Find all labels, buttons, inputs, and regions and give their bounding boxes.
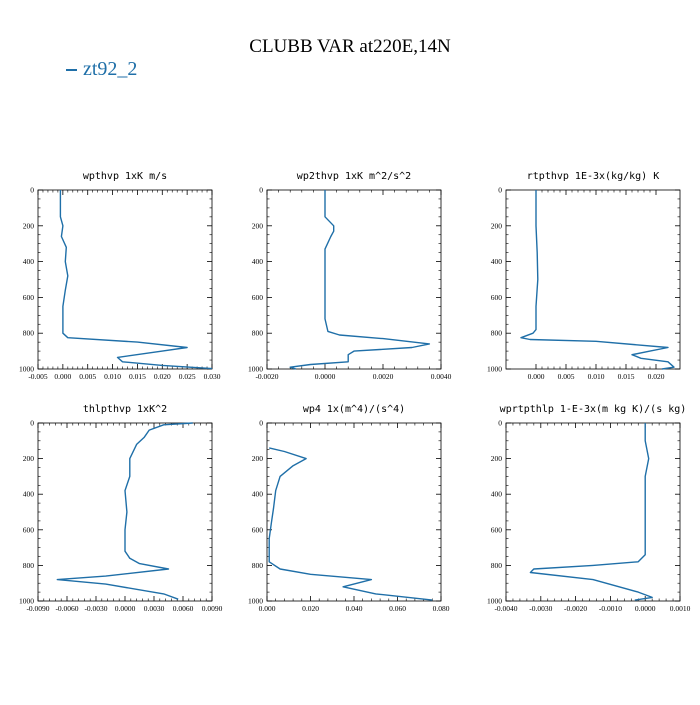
- figure-title: CLUBB VAR at220E,14N: [249, 36, 451, 57]
- plot-frame: [266, 422, 442, 602]
- x-tick-label: -0.005: [28, 372, 48, 381]
- y-tick-label: 400: [23, 257, 35, 266]
- y-tick-label: 1000: [248, 365, 263, 374]
- y-tick-label: 600: [252, 293, 264, 302]
- x-tick-label: 0.000: [54, 372, 71, 381]
- y-tick-label: 200: [23, 221, 35, 230]
- series-line: [529, 423, 653, 601]
- x-tick-label: -0.0030: [84, 604, 107, 613]
- x-tick-label: 0.010: [588, 372, 605, 381]
- legend: zt92_2: [66, 58, 137, 81]
- panel-1: wpthvp 1xK m/s 0 200 400 600 800 1000-0.005 0.0…: [19, 171, 221, 381]
- y-tick-label: 600: [23, 525, 35, 534]
- x-tick-label: 0.0000: [115, 604, 136, 613]
- y-tick-label: 600: [491, 525, 503, 534]
- y-tick-label: 1000: [248, 597, 263, 606]
- plot-frame: [37, 189, 213, 370]
- y-tick-label: 0: [259, 419, 263, 428]
- panel-3: rtpthvp 1E-3x(kg/kg) K 0 200 400 600 800 1000 0…: [487, 171, 681, 381]
- x-tick-label: -0.0010: [599, 604, 622, 613]
- y-tick-label: 800: [252, 561, 264, 570]
- x-tick-label: 0.0040: [431, 372, 452, 381]
- y-tick-label: 400: [252, 257, 264, 266]
- y-tick-label: 800: [252, 329, 264, 338]
- x-tick-label: 0.005: [79, 372, 96, 381]
- y-tick-label: 0: [30, 186, 34, 195]
- y-tick-label: 400: [491, 257, 503, 266]
- x-tick-label: 0.020: [154, 372, 171, 381]
- x-tick-label: 0.000: [528, 372, 545, 381]
- panel-title: thlpthvp 1xK^2: [83, 404, 167, 415]
- y-tick-label: 200: [491, 454, 503, 463]
- y-tick-label: 0: [30, 419, 34, 428]
- y-tick-label: 400: [23, 490, 35, 499]
- x-tick-label: 0.025: [179, 372, 196, 381]
- y-tick-label: 800: [23, 561, 35, 570]
- series-line: [520, 190, 675, 370]
- legend-label: zt92_2: [83, 58, 138, 80]
- y-tick-label: 0: [498, 419, 502, 428]
- panel-2: wp2thvp 1xK m^2/s^2 0 200 400 600 800 1000-0.0…: [248, 171, 452, 381]
- x-tick-label: 0.030: [204, 372, 221, 381]
- y-tick-label: 400: [491, 490, 503, 499]
- x-tick-label: 0.0010: [670, 604, 691, 613]
- x-tick-label: -0.0060: [55, 604, 78, 613]
- series-line: [268, 447, 433, 601]
- x-tick-label: -0.0020: [564, 604, 587, 613]
- y-tick-label: 0: [259, 186, 263, 195]
- y-tick-label: 200: [252, 221, 264, 230]
- x-tick-label: 0.005: [558, 372, 575, 381]
- x-tick-label: 0.080: [433, 604, 450, 613]
- x-tick-label: 0.020: [302, 604, 319, 613]
- y-tick-label: 1000: [19, 365, 34, 374]
- x-tick-label: 0.0090: [202, 604, 223, 613]
- x-tick-label: -0.0090: [26, 604, 49, 613]
- legend-line-swatch: [66, 69, 77, 72]
- y-tick-label: 200: [252, 454, 264, 463]
- series-line: [56, 422, 193, 600]
- y-tick-label: 200: [23, 454, 35, 463]
- x-tick-label: -0.0020: [255, 372, 278, 381]
- panel-title: wp4 1x(m^4)/(s^4): [303, 404, 405, 415]
- x-tick-label: 0.0000: [635, 604, 656, 613]
- y-tick-label: 800: [23, 329, 35, 338]
- x-tick-label: 0.015: [129, 372, 146, 381]
- series-line: [289, 190, 431, 370]
- x-tick-label: 0.0000: [315, 372, 336, 381]
- y-tick-label: 800: [491, 561, 503, 570]
- y-tick-label: 1000: [19, 597, 34, 606]
- plot-frame: [505, 189, 681, 370]
- x-tick-label: 0.040: [346, 604, 363, 613]
- y-tick-label: 600: [491, 293, 503, 302]
- x-tick-label: 0.000: [259, 604, 276, 613]
- panel-title: wprtpthlp 1-E-3x(m kg K)/(s kg): [500, 404, 687, 415]
- x-tick-label: 0.060: [389, 604, 406, 613]
- panel-title: rtpthvp 1E-3x(kg/kg) K: [527, 171, 659, 182]
- x-tick-label: 0.015: [618, 372, 635, 381]
- x-tick-label: -0.0030: [529, 604, 552, 613]
- x-tick-label: 0.0030: [144, 604, 165, 613]
- x-tick-label: 0.020: [648, 372, 665, 381]
- panel-4: thlpthvp 1xK^2 0 200 400 600 800 1000-0.0090 -0…: [19, 404, 223, 613]
- y-tick-label: 1000: [487, 597, 502, 606]
- y-tick-label: 400: [252, 490, 264, 499]
- y-tick-label: 600: [23, 293, 35, 302]
- panel-title: wp2thvp 1xK m^2/s^2: [297, 171, 411, 182]
- x-tick-label: 0.010: [104, 372, 121, 381]
- plot-frame: [505, 422, 681, 602]
- panel-6: wprtpthlp 1-E-3x(m kg K)/(s kg) 0 200 400 60…: [487, 404, 691, 613]
- y-tick-label: 1000: [487, 365, 502, 374]
- y-tick-label: 600: [252, 525, 264, 534]
- y-tick-label: 800: [491, 329, 503, 338]
- x-tick-label: 0.0060: [173, 604, 194, 613]
- x-tick-label: -0.0040: [494, 604, 517, 613]
- series-line: [59, 190, 213, 370]
- y-tick-label: 200: [491, 221, 503, 230]
- y-tick-label: 0: [498, 186, 502, 195]
- x-tick-label: 0.0020: [373, 372, 394, 381]
- panel-title: wpthvp 1xK m/s: [83, 171, 167, 182]
